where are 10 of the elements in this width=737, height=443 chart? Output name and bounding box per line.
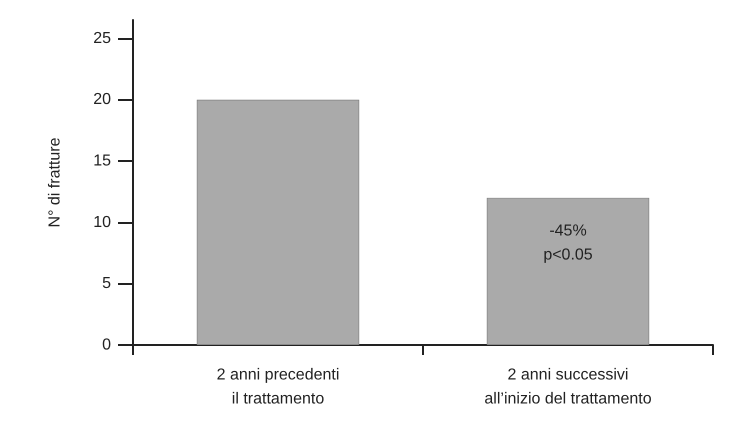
y-tick-label: 0 xyxy=(102,336,112,354)
y-tick-label: 5 xyxy=(102,275,112,292)
y-axis-title: N° di fratture xyxy=(46,137,64,228)
x-tick-label: 2 anni precedenti il trattamento xyxy=(216,366,340,408)
annotation: -45% p<0.05 xyxy=(543,222,593,264)
y-tick-label: 25 xyxy=(93,30,112,47)
x-tick-label: 2 anni successivi all’inizio del trattamento xyxy=(484,366,652,408)
y-tick-label: 15 xyxy=(93,152,112,170)
y-tick-label: 10 xyxy=(93,214,112,231)
y-tick-label: 20 xyxy=(93,91,112,108)
